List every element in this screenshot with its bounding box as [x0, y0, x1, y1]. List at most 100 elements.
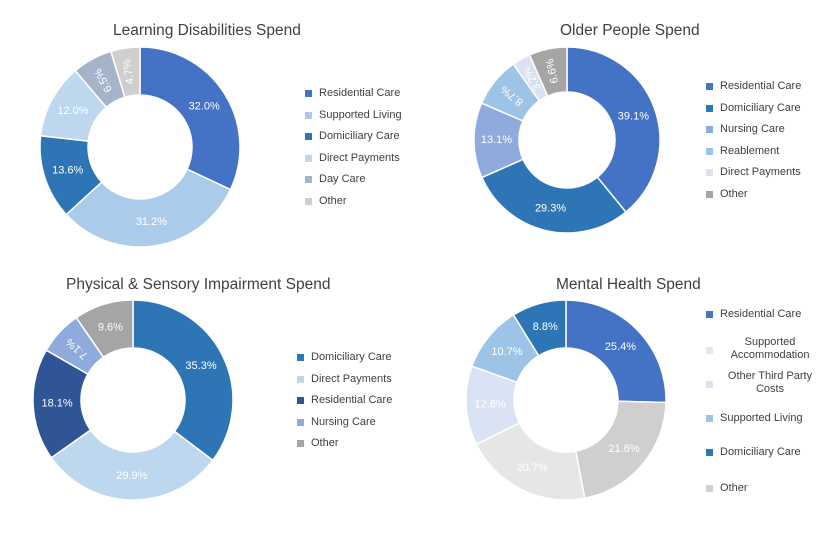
legend-label: Domiciliary Care: [311, 351, 392, 363]
legend-label: Nursing Care: [720, 123, 785, 135]
legend-label: Residential Care: [311, 394, 393, 406]
legend-item-residential-care: Residential Care: [297, 394, 392, 407]
chart-title: Physical & Sensory Impairment Spend: [66, 276, 331, 293]
legend-item-nursing-care: Nursing Care: [297, 416, 376, 429]
legend-label: Domiciliary Care: [720, 101, 801, 114]
slice-residential-care: [139, 46, 241, 191]
slice-label-other: 6.6%: [544, 57, 561, 84]
legend-swatch: [706, 147, 713, 155]
legend-label: Reablement: [720, 144, 780, 157]
legend-item-day-care: Day Care: [305, 173, 365, 186]
legend-swatch: [305, 90, 312, 97]
slice-label-supported-living: 31.2%: [136, 216, 167, 228]
legend-label: Supported Living: [720, 412, 803, 424]
legend-swatch: [297, 418, 304, 426]
legend-label: Supported Accommodation: [730, 336, 810, 361]
legend-swatch: [706, 190, 713, 198]
legend-label: Domiciliary Care: [720, 446, 801, 458]
legend-item-domiciliary-care: Domiciliary Care: [706, 446, 801, 459]
slice-label-domiciliary-care: 13.6%: [52, 164, 83, 176]
slice-label-residential-care: 18.1%: [41, 398, 72, 410]
slice-label-supported-accommodation: 20.7%: [517, 462, 548, 474]
legend-swatch: [297, 440, 304, 447]
donut-chart-older-people: 39.1%29.3%13.1%8.7%3.2% 6.6%: [473, 46, 661, 234]
legend-swatch: [706, 83, 713, 90]
slice-label-domiciliary-care: 8.8%: [533, 321, 558, 333]
donut-chart-physical-sensory: 35.3%29.9%18.1%7.1%9.6%: [32, 299, 234, 501]
slice-label-nursing-care: 13.1%: [481, 134, 512, 146]
legend-item-residential-care: Residential Care: [706, 80, 801, 93]
legend-label: Nursing Care: [311, 415, 376, 428]
slice-label-domiciliary-care: 29.3%: [535, 203, 566, 215]
slice-other: [75, 299, 134, 359]
legend-swatch: [305, 197, 312, 205]
donut-chart-mental-health: 25.4% 21.6% 20.7% 12.8% 10.7% 8.8%: [465, 299, 667, 501]
slice-label-supported-living: 10.7%: [491, 346, 522, 358]
slice-label-domiciliary-care: 35.3%: [185, 360, 216, 372]
legend-swatch: [706, 104, 713, 112]
legend-item-other-third-party-costs: Other Third Party Costs: [706, 370, 820, 396]
legend-label: Day Care: [319, 173, 366, 185]
legend-item-other: Other: [706, 482, 748, 495]
legend-swatch: [706, 311, 713, 318]
slice-residential-care: [565, 299, 667, 404]
legend-item-domiciliary-care: Domiciliary Care: [297, 351, 392, 364]
legend-swatch: [305, 111, 312, 119]
slice-other: [109, 46, 141, 99]
legend-label: Direct Payments: [720, 166, 801, 178]
legend-item-reablement: Reablement: [706, 145, 779, 158]
legend-swatch: [706, 347, 713, 354]
slice-label-other: 4.7%: [121, 58, 137, 85]
slice-label-residential-care: 32.0%: [189, 100, 220, 112]
legend-label: Other: [319, 194, 347, 207]
legend-label: Direct Payments: [319, 151, 400, 164]
legend-label: Domiciliary Care: [319, 130, 400, 142]
legend-item-domiciliary-care: Domiciliary Care: [305, 130, 400, 143]
chart-title: Learning Disabilities Spend: [113, 22, 301, 39]
slice-label-residential-care: 25.4%: [605, 341, 636, 353]
legend-label: Residential Care: [720, 80, 802, 92]
slice-domiciliary-care: [480, 158, 627, 234]
slice-label-other: 21.6%: [608, 443, 639, 455]
slice-other: [528, 46, 568, 98]
legend-label: Other Third Party Costs: [727, 370, 813, 395]
legend-label: Other: [311, 437, 339, 449]
slice-domiciliary-care: [132, 299, 234, 462]
legend-label: Residential Care: [319, 87, 401, 99]
legend-swatch: [305, 133, 312, 140]
slice-label-direct-payments: 29.9%: [116, 470, 147, 482]
slice-label-residential-care: 39.1%: [618, 110, 649, 122]
chart-title: Mental Health Spend: [556, 276, 701, 293]
legend-item-residential-care: Residential Care: [706, 308, 801, 321]
legend-label: Residential Care: [720, 308, 802, 320]
donut-chart-learning-disabilities: 32.0%31.2%13.6%12.0%6.5% 4.7%: [39, 46, 241, 248]
legend-label: Other: [720, 482, 748, 494]
legend-item-direct-payments: Direct Payments: [706, 166, 801, 179]
chart-title: Older People Spend: [560, 22, 700, 39]
slice-label-other-third-party-costs: 12.8%: [475, 398, 506, 410]
slice-residential-care: [566, 46, 661, 214]
legend-item-other: Other: [305, 195, 347, 208]
legend-item-supported-living: Supported Living: [706, 412, 803, 425]
legend-swatch: [297, 354, 304, 361]
legend-item-other: Other: [706, 188, 748, 201]
legend-swatch: [706, 415, 713, 422]
legend-item-nursing-care: Nursing Care: [706, 123, 785, 136]
legend-swatch: [706, 449, 713, 456]
slice-label-direct-payments: 12.0%: [57, 105, 88, 117]
legend-item-direct-payments: Direct Payments: [297, 373, 392, 386]
legend-swatch: [706, 169, 713, 176]
legend-label: Direct Payments: [311, 372, 392, 385]
legend-swatch: [297, 397, 304, 404]
legend-item-domiciliary-care: Domiciliary Care: [706, 102, 801, 115]
slice-other: [574, 400, 667, 500]
slice-supported-living: [65, 168, 232, 248]
legend-item-other: Other: [297, 437, 339, 450]
legend-item-direct-payments: Direct Payments: [305, 152, 400, 165]
legend-swatch: [297, 375, 304, 383]
slice-direct-payments: [50, 428, 214, 501]
legend-swatch: [706, 381, 713, 388]
legend-swatch: [305, 154, 312, 162]
slice-domiciliary-care: [512, 299, 567, 357]
legend-item-residential-care: Residential Care: [305, 87, 400, 100]
